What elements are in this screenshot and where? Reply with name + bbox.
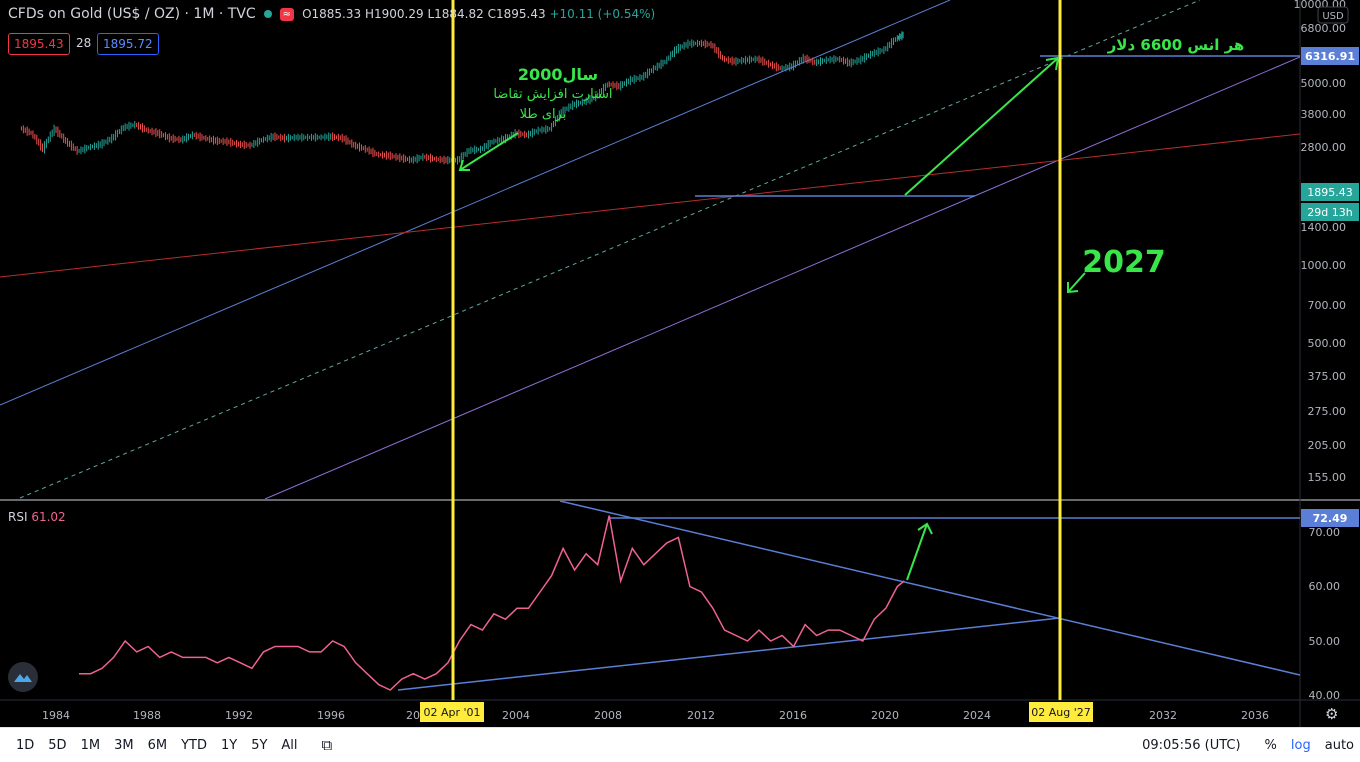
rsi-value: 61.02	[31, 510, 66, 524]
middle-channel-dashed-line[interactable]	[19, 0, 1201, 499]
svg-text:1988: 1988	[133, 709, 161, 722]
range-1y[interactable]: 1Y	[220, 737, 238, 753]
svg-text:29d 13h: 29d 13h	[1307, 206, 1352, 219]
log-toggle[interactable]: log	[1290, 737, 1311, 753]
svg-text:1984: 1984	[42, 709, 70, 722]
range-all[interactable]: All	[281, 737, 298, 753]
rsi-label: RSI	[8, 510, 28, 524]
svg-text:2800.00: 2800.00	[1301, 141, 1347, 154]
svg-text:1400.00: 1400.00	[1301, 221, 1347, 234]
symbol-header[interactable]: CFDs on Gold (US$ / OZ) · 1M · TVC ≈ O18…	[8, 6, 655, 22]
range-1m[interactable]: 1M	[80, 737, 101, 753]
arrow-to-2000-line[interactable]	[458, 132, 519, 171]
range-6m[interactable]: 6M	[147, 737, 168, 753]
svg-text:02 Apr '01: 02 Apr '01	[423, 706, 480, 719]
svg-text:02 Aug '27: 02 Aug '27	[1031, 706, 1091, 719]
svg-text:5000.00: 5000.00	[1301, 77, 1347, 90]
auto-toggle[interactable]: auto	[1324, 737, 1354, 753]
clock-display[interactable]: 09:05:56 (UTC)	[1142, 737, 1241, 753]
svg-text:2012: 2012	[687, 709, 715, 722]
svg-text:72.49: 72.49	[1313, 512, 1348, 525]
sell-price-box[interactable]: 1895.43	[8, 33, 70, 55]
range-5d[interactable]: 5D	[48, 737, 67, 753]
svg-text:1000.00: 1000.00	[1301, 259, 1347, 272]
svg-text:155.00: 155.00	[1308, 471, 1347, 484]
bottom-toolbar: 1D 5D 1M 3M 6M YTD 1Y 5Y All ⧉ 09:05:56 …	[0, 727, 1360, 762]
arrow-rsi-up[interactable]	[906, 522, 933, 581]
replay-icon[interactable]: ≈	[279, 7, 295, 21]
range-1d[interactable]: 1D	[16, 737, 35, 753]
svg-text:375.00: 375.00	[1308, 370, 1347, 383]
ohlc-values: O1885.33 H1900.29 L1884.82 C1895.43 +10.…	[302, 7, 656, 21]
rsi-legend[interactable]: RSI 61.02	[8, 510, 66, 524]
price-axis[interactable]: 10000.00 6800.00 5000.00 3800.00 2800.00…	[1294, 0, 1347, 484]
target-price-label: 6316.91	[1301, 47, 1359, 65]
annotation-for-gold: برای طلا	[520, 107, 567, 122]
svg-text:2020: 2020	[871, 709, 899, 722]
svg-text:10000.00: 10000.00	[1294, 0, 1347, 11]
svg-text:70.00: 70.00	[1309, 526, 1341, 539]
rsi-level-label: 72.49	[1301, 509, 1359, 527]
rsi-axis[interactable]: 70.00 60.00 50.00 40.00	[1309, 526, 1341, 702]
range-ytd[interactable]: YTD	[181, 737, 207, 753]
tradingview-logo-icon[interactable]	[8, 662, 38, 692]
svg-text:60.00: 60.00	[1309, 580, 1341, 593]
lower-channel-line[interactable]	[264, 56, 1300, 499]
date-range-icon[interactable]: ⧉	[321, 736, 333, 754]
symbol-title[interactable]: CFDs on Gold (US$ / OZ) · 1M · TVC	[8, 6, 256, 22]
svg-text:2036: 2036	[1241, 709, 1269, 722]
annotation-year-2000: سال2000	[518, 65, 598, 84]
annotation-demand-start: استارت افزایش تقاضا	[493, 87, 612, 102]
last-price-label: 1895.43	[1301, 183, 1359, 201]
annotation-target-price: هر انس 6600 دلار	[1107, 36, 1245, 54]
long-term-red-trendline[interactable]	[0, 133, 1300, 278]
svg-text:275.00: 275.00	[1308, 405, 1347, 418]
svg-text:2016: 2016	[779, 709, 807, 722]
svg-text:700.00: 700.00	[1308, 299, 1347, 312]
settings-gear-icon[interactable]: ⚙	[1325, 705, 1339, 723]
price-candles	[20, 31, 904, 165]
svg-text:500.00: 500.00	[1308, 337, 1347, 350]
range-3m[interactable]: 3M	[114, 737, 134, 753]
svg-text:2008: 2008	[594, 709, 622, 722]
svg-text:3800.00: 3800.00	[1301, 108, 1347, 121]
range-5y[interactable]: 5Y	[251, 737, 268, 753]
svg-text:50.00: 50.00	[1309, 635, 1341, 648]
market-status-icon	[263, 10, 272, 18]
svg-text:1992: 1992	[225, 709, 253, 722]
spread-value: 28	[76, 36, 92, 50]
buy-price-box[interactable]: 1895.72	[97, 33, 159, 55]
rsi-descending-trendline[interactable]	[559, 501, 1300, 676]
countdown-label: 29d 13h	[1301, 203, 1359, 221]
rsi-ascending-trendline[interactable]	[397, 617, 1061, 691]
annotation-2027: 2027	[1082, 245, 1166, 280]
date-label-start: 02 Apr '01	[420, 702, 484, 722]
svg-text:2004: 2004	[502, 709, 530, 722]
date-label-end: 02 Aug '27	[1029, 702, 1093, 722]
svg-text:USD: USD	[1322, 11, 1344, 22]
svg-text:2024: 2024	[963, 709, 991, 722]
svg-text:2032: 2032	[1149, 709, 1177, 722]
usd-unit-label[interactable]: USD	[1317, 6, 1349, 24]
arrow-to-target[interactable]	[904, 56, 1060, 196]
percent-toggle[interactable]: %	[1264, 737, 1277, 753]
chart-area[interactable]: سال2000 استارت افزایش تقاضا برای طلا هر …	[0, 0, 1360, 727]
arrow-to-2027-line[interactable]	[1067, 272, 1086, 294]
time-axis[interactable]: 1984 1988 1992 1996 2000 2004 2008 2012 …	[42, 709, 1269, 722]
svg-text:40.00: 40.00	[1309, 689, 1341, 702]
svg-text:1895.43: 1895.43	[1307, 186, 1353, 199]
svg-text:205.00: 205.00	[1308, 439, 1347, 452]
svg-text:6316.91: 6316.91	[1305, 50, 1355, 63]
rsi-line	[79, 515, 905, 691]
svg-text:6800.00: 6800.00	[1301, 22, 1347, 35]
svg-text:1996: 1996	[317, 709, 345, 722]
